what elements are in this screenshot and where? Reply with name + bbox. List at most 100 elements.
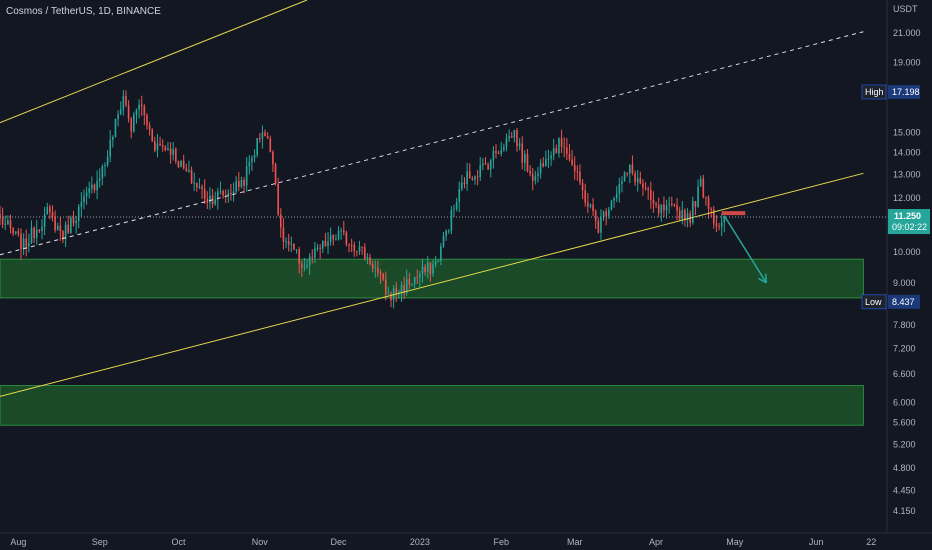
candle-body bbox=[337, 231, 340, 240]
candle-body bbox=[384, 279, 387, 295]
time-axis-ticks: Aug Sep Oct Nov Dec 2023 Feb Mar Apr May Jun 22 bbox=[10, 537, 876, 547]
time-tick-label: Nov bbox=[252, 537, 269, 547]
candle-body bbox=[75, 220, 77, 224]
candle-body bbox=[356, 251, 358, 253]
price-tick-label: 15.000 bbox=[893, 127, 921, 137]
candle-body bbox=[369, 257, 371, 264]
candle-body bbox=[188, 169, 190, 172]
candle-body bbox=[340, 230, 342, 232]
candle-body bbox=[167, 148, 169, 151]
candle-body bbox=[117, 113, 119, 120]
candle-body bbox=[615, 193, 618, 199]
candle-body bbox=[196, 182, 198, 188]
candle-body bbox=[232, 191, 235, 195]
candle-body bbox=[222, 191, 224, 196]
candle-body bbox=[98, 178, 101, 181]
candle-body bbox=[403, 284, 405, 292]
candle-body bbox=[114, 119, 117, 137]
candle-body bbox=[712, 209, 715, 224]
price-tick-label: 4.800 bbox=[893, 463, 916, 473]
candle-body bbox=[571, 159, 573, 165]
candle-body bbox=[631, 164, 634, 174]
time-tick-label: Aug bbox=[10, 537, 26, 547]
candle-body bbox=[235, 181, 237, 192]
candle-body bbox=[537, 173, 539, 177]
candle-body bbox=[623, 172, 626, 182]
candle-body bbox=[93, 184, 96, 191]
candle-body bbox=[348, 244, 350, 246]
candle-body bbox=[143, 106, 146, 116]
candle-body bbox=[253, 154, 256, 159]
candle-body bbox=[382, 273, 384, 280]
time-tick-label: Mar bbox=[567, 537, 583, 547]
candle-body bbox=[678, 210, 681, 220]
candle-body bbox=[319, 247, 321, 249]
candle-body bbox=[408, 279, 411, 285]
time-tick-label: Sep bbox=[92, 537, 108, 547]
candle-body bbox=[453, 208, 455, 210]
high-marker-value: 17.198 bbox=[892, 87, 920, 97]
price-tick-label: 5.200 bbox=[893, 439, 916, 449]
candle-body bbox=[272, 151, 274, 165]
candle-body bbox=[62, 231, 64, 239]
candle-body bbox=[119, 109, 122, 114]
projection-arrow-line bbox=[723, 215, 767, 284]
candle-body bbox=[405, 279, 408, 292]
candle-body bbox=[133, 114, 135, 132]
candle-body bbox=[715, 223, 718, 227]
candle-body bbox=[353, 245, 356, 252]
candle-body bbox=[12, 228, 14, 234]
candle-body bbox=[639, 178, 642, 184]
candle-body bbox=[720, 222, 723, 227]
candle-body bbox=[180, 160, 182, 167]
candle-body bbox=[694, 201, 697, 207]
price-axis-panel[interactable] bbox=[887, 0, 932, 533]
price-tick-label: 9.000 bbox=[893, 278, 916, 288]
resistance-mark bbox=[721, 211, 746, 216]
candle-body bbox=[154, 141, 156, 151]
candle-body bbox=[327, 241, 329, 247]
candle-body bbox=[342, 230, 345, 233]
candle-body bbox=[203, 189, 206, 199]
candle-body bbox=[258, 138, 261, 140]
candle-body bbox=[345, 232, 348, 245]
candle-body bbox=[106, 156, 109, 166]
candle-body bbox=[264, 132, 266, 137]
candle-body bbox=[516, 129, 518, 147]
candle-body bbox=[22, 238, 25, 250]
candle-body bbox=[434, 261, 437, 265]
candle-body bbox=[691, 201, 694, 223]
time-axis-panel[interactable] bbox=[0, 533, 932, 550]
candle-body bbox=[644, 187, 647, 189]
candle-body bbox=[468, 171, 471, 179]
candle-body bbox=[550, 155, 552, 159]
candle-body bbox=[219, 191, 222, 193]
candle-body bbox=[610, 200, 613, 210]
candle-body bbox=[190, 169, 193, 184]
candle-body bbox=[350, 244, 353, 246]
candle-body bbox=[665, 205, 668, 211]
candle-body bbox=[495, 150, 497, 154]
price-tick-label: 13.000 bbox=[893, 169, 921, 179]
candle-body bbox=[681, 210, 684, 220]
candle-body bbox=[282, 227, 285, 242]
candle-body bbox=[227, 193, 230, 196]
time-tick-label: 2023 bbox=[410, 537, 430, 547]
candle-body bbox=[245, 166, 248, 186]
candle-body bbox=[20, 233, 22, 250]
candle-body bbox=[594, 211, 597, 221]
candle-body bbox=[85, 192, 88, 197]
candle-body bbox=[560, 138, 563, 147]
candle-body bbox=[279, 214, 282, 228]
candle-body bbox=[482, 163, 484, 166]
candle-body bbox=[64, 224, 67, 239]
candle-body bbox=[148, 124, 151, 130]
candle-body bbox=[72, 217, 75, 224]
candle-body bbox=[497, 153, 500, 155]
candle-body bbox=[455, 202, 458, 209]
candle-body bbox=[104, 165, 106, 167]
candle-body bbox=[626, 172, 629, 174]
candle-body bbox=[300, 263, 303, 268]
candle-body bbox=[293, 243, 295, 250]
